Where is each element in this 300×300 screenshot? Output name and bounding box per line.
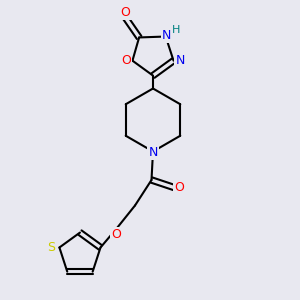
Text: O: O [121,6,130,19]
Text: O: O [121,54,131,67]
Text: S: S [47,241,55,254]
Text: O: O [112,228,121,241]
Text: N: N [162,29,171,42]
Text: N: N [176,54,185,67]
Text: N: N [148,146,158,159]
Text: O: O [175,181,184,194]
Text: H: H [172,25,180,35]
